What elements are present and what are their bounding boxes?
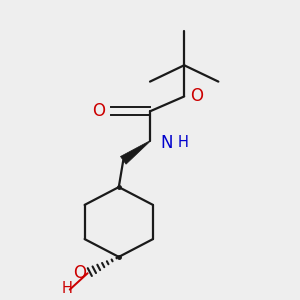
- Polygon shape: [121, 141, 150, 164]
- Text: H: H: [177, 135, 188, 150]
- Text: O: O: [190, 87, 203, 105]
- Text: H: H: [61, 281, 72, 296]
- Text: O: O: [73, 264, 86, 282]
- Text: N: N: [160, 134, 172, 152]
- Text: O: O: [92, 102, 105, 120]
